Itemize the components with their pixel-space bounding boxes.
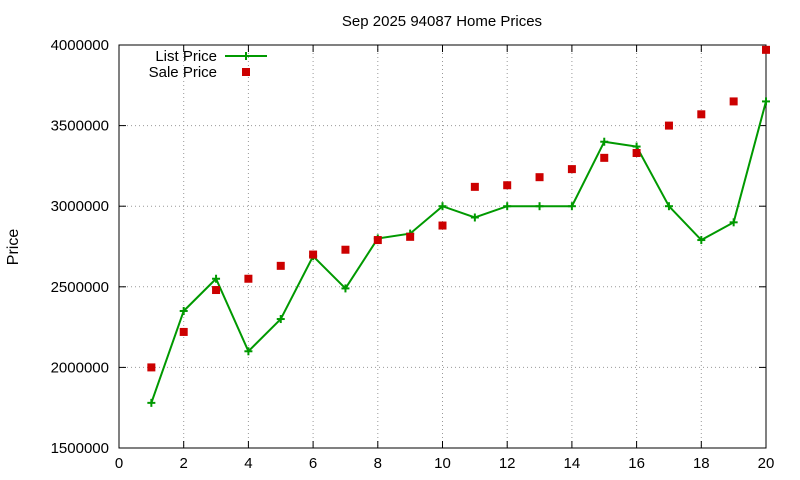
list-price-point [276, 315, 285, 324]
x-tick-label: 2 [180, 455, 188, 472]
x-tick-label: 4 [244, 455, 252, 472]
x-tick-label: 10 [434, 455, 451, 472]
sale-price-point [309, 250, 318, 259]
sale-price-point [179, 327, 188, 336]
x-tick-label: 16 [628, 455, 645, 472]
sale-price-point [600, 153, 609, 162]
y-tick-label: 3500000 [51, 118, 109, 135]
sale-price-point [632, 149, 641, 158]
sale-price-point [470, 182, 479, 191]
list-price-point [341, 284, 350, 293]
y-tick-label: 2500000 [51, 279, 109, 296]
sale-price-point [212, 286, 221, 295]
x-tick-label: 6 [309, 455, 317, 472]
legend-label-sale-price: Sale Price [149, 64, 217, 81]
sale-price-point [729, 97, 738, 106]
y-tick-label: 2000000 [51, 359, 109, 376]
y-tick-label: 1500000 [51, 440, 109, 457]
list-price-point [147, 398, 156, 407]
list-price-point [212, 274, 221, 283]
y-tick-label: 4000000 [51, 37, 109, 54]
list-price-line [150, 101, 767, 404]
sale-price-point [373, 236, 382, 245]
list-price-point [470, 213, 479, 222]
sale-price-point [697, 110, 706, 119]
list-price-point [503, 202, 512, 211]
list-price-point [244, 347, 253, 356]
list-price-point [697, 236, 706, 245]
x-tick-label: 12 [499, 455, 516, 472]
sale-price-point [664, 121, 673, 130]
list-price-point [762, 97, 770, 106]
x-tick-label: 20 [758, 455, 775, 472]
list-price-point [567, 202, 576, 211]
y-tick-labels: 1500000 2000000 2500000 3000000 3500000 40000… [51, 37, 109, 457]
list-price-point [729, 218, 738, 227]
list-price-point [179, 306, 188, 315]
sale-price-point [147, 363, 156, 372]
legend-label-list-price: List Price [155, 48, 217, 65]
chart-title: Sep 2025 94087 Home Prices [342, 13, 542, 30]
sale-price-point [406, 232, 415, 241]
x-tick-label: 8 [374, 455, 382, 472]
x-tick-label: 14 [564, 455, 581, 472]
sale-price-point [438, 221, 447, 230]
list-price-point [438, 202, 447, 211]
sale-price-point [341, 245, 350, 254]
legend-marker-sale-price [242, 68, 250, 76]
sale-price-point [276, 261, 285, 270]
legend: List Price Sale Price [149, 48, 267, 81]
sale-price-point [762, 45, 770, 54]
legend-marker-list-price [242, 52, 250, 60]
list-price-point [600, 137, 609, 146]
y-tick-label: 3000000 [51, 198, 109, 215]
series [147, 45, 770, 407]
x-tick-labels: 0 2 4 6 8 10 12 14 16 18 20 [115, 455, 775, 472]
sale-price-point [567, 165, 576, 174]
x-tick-label: 0 [115, 455, 123, 472]
x-tick-label: 18 [693, 455, 710, 472]
sale-price-point [503, 181, 512, 190]
sale-price-point [244, 274, 253, 283]
sale-price-point [535, 173, 544, 182]
list-price-point [535, 202, 544, 211]
y-axis-label: Price [5, 229, 22, 266]
list-price-point [664, 202, 673, 211]
grid [119, 45, 766, 448]
